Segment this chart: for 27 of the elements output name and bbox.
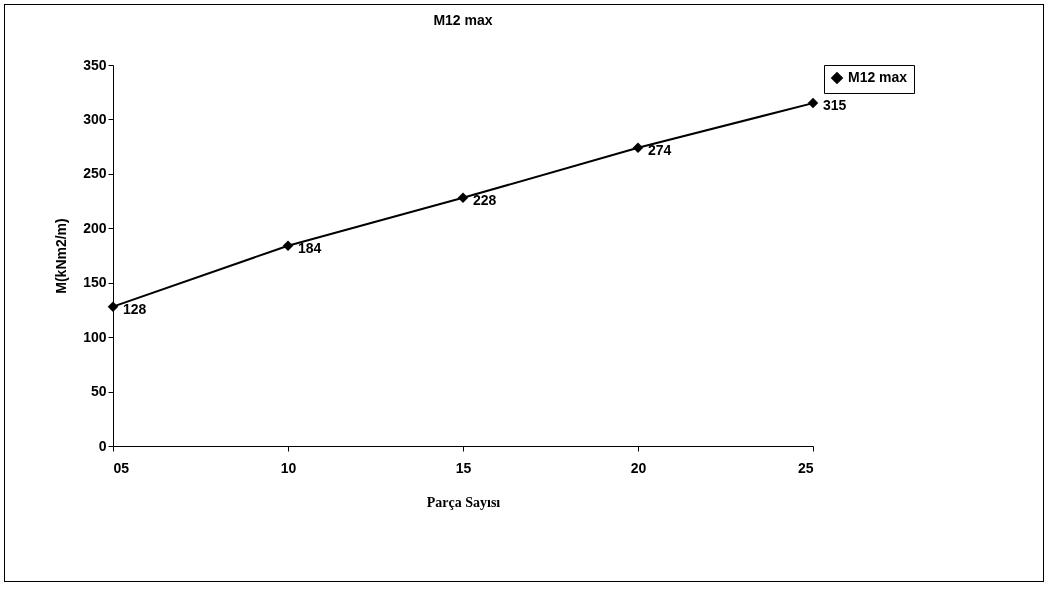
y-tick-label: 200 (83, 219, 107, 236)
x-tick-label: 10 (280, 459, 297, 476)
y-tick-label: 150 (83, 274, 107, 291)
point (807, 97, 819, 109)
point (632, 142, 644, 153)
y-tick-label: 250 (83, 165, 107, 182)
point (457, 192, 469, 204)
x-axis-title: Parça Sayısı (426, 494, 501, 510)
point (282, 240, 294, 251)
x-tick-label: 15 (455, 459, 472, 476)
data-label: 274 (648, 141, 672, 158)
point (107, 301, 119, 312)
legend-label: M12 max (848, 69, 908, 85)
y-tick-label: 100 (83, 328, 107, 345)
y-tick-label: 50 (90, 383, 107, 400)
y-tick-label: 350 (83, 56, 107, 73)
y-axis-title: M(kNm2/m) (53, 218, 70, 294)
x-tick-label: 20 (630, 459, 647, 476)
data-label: 128 (123, 300, 147, 317)
data-label: 228 (473, 191, 497, 208)
y-tick-label: 0 (98, 437, 107, 454)
y-tick-label: 300 (83, 110, 107, 127)
data-label: 184 (298, 239, 322, 256)
x-tick-label: 25 (797, 459, 814, 476)
x-tick-label: 05 (113, 459, 130, 476)
data-label: 315 (823, 97, 847, 114)
chart-title: M12 max (433, 12, 493, 28)
